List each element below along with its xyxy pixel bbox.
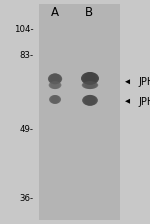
Ellipse shape: [51, 81, 59, 89]
Ellipse shape: [50, 95, 60, 104]
Ellipse shape: [85, 95, 95, 106]
Ellipse shape: [81, 72, 99, 85]
Text: B: B: [85, 6, 93, 19]
Ellipse shape: [83, 95, 97, 106]
Ellipse shape: [51, 95, 59, 104]
Ellipse shape: [49, 73, 61, 84]
Bar: [39, 4, 120, 220]
Ellipse shape: [49, 95, 61, 104]
Text: 49-: 49-: [20, 125, 34, 134]
Ellipse shape: [85, 81, 95, 89]
Ellipse shape: [82, 72, 98, 85]
Text: JPH2: JPH2: [139, 78, 150, 87]
Ellipse shape: [82, 81, 98, 89]
Ellipse shape: [48, 73, 62, 84]
Ellipse shape: [85, 72, 95, 85]
Text: A: A: [51, 6, 59, 19]
Ellipse shape: [50, 81, 60, 89]
Ellipse shape: [49, 81, 62, 89]
Ellipse shape: [51, 73, 59, 84]
Ellipse shape: [83, 81, 97, 89]
Text: 83-: 83-: [20, 52, 34, 60]
Text: 104-: 104-: [14, 25, 34, 34]
Text: 36-: 36-: [20, 194, 34, 203]
Text: JPH2: JPH2: [139, 97, 150, 107]
Ellipse shape: [82, 95, 98, 106]
